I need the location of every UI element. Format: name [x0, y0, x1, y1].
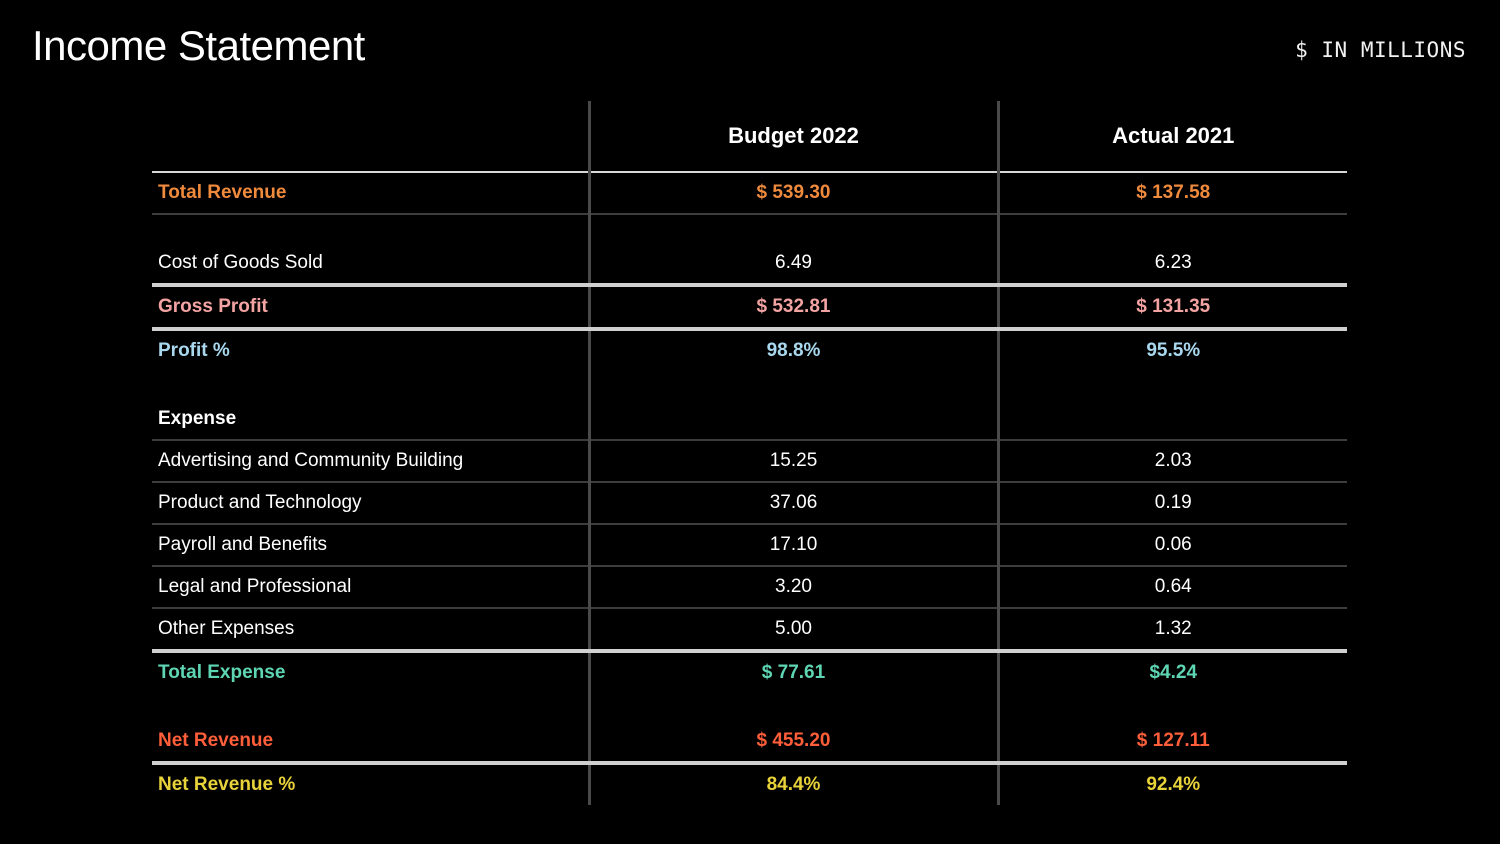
- budget-value: $ 532.81: [587, 285, 998, 331]
- row-payroll: Payroll and Benefits 17.10 0.06: [152, 524, 1347, 567]
- income-statement-table: Budget 2022 Actual 2021 Total Revenue $ …: [152, 101, 1347, 805]
- row-total-expense: Total Expense $ 77.61 $4.24: [152, 651, 1347, 693]
- row-label: Total Expense: [158, 662, 286, 683]
- spacer-row: [152, 693, 1347, 721]
- row-total-revenue: Total Revenue $ 539.30 $ 137.58: [152, 172, 1347, 215]
- row-label: Cost of Goods Sold: [152, 243, 589, 287]
- column-header-actual: Actual 2021: [996, 101, 1347, 173]
- row-net-revenue-pct: Net Revenue % 84.4% 92.4%: [152, 763, 1347, 805]
- row-gross-profit: Gross Profit $ 532.81 $ 131.35: [152, 285, 1347, 331]
- page-title: Income Statement: [32, 22, 365, 69]
- budget-value: 84.4%: [587, 763, 998, 805]
- row-profit-pct: Profit % 98.8% 95.5%: [152, 329, 1347, 371]
- actual-value: 0.06: [996, 524, 1347, 567]
- row-product-tech: Product and Technology 37.06 0.19: [152, 482, 1347, 525]
- budget-value: 3.20: [587, 566, 998, 609]
- row-label: Advertising and Community Building: [152, 440, 589, 483]
- row-legal: Legal and Professional 3.20 0.64: [152, 566, 1347, 609]
- row-label: Other Expenses: [152, 608, 589, 653]
- row-label: Profit %: [158, 340, 230, 361]
- row-other: Other Expenses 5.00 1.32: [152, 608, 1347, 653]
- spacer-row: [152, 214, 1347, 243]
- row-label: Gross Profit: [152, 285, 589, 331]
- row-advertising: Advertising and Community Building 15.25…: [152, 440, 1347, 483]
- budget-value: 37.06: [587, 482, 998, 525]
- row-net-revenue: Net Revenue $ 455.20 $ 127.11: [152, 721, 1347, 765]
- actual-value: $ 127.11: [996, 721, 1347, 765]
- budget-value: 5.00: [587, 608, 998, 653]
- actual-value: 95.5%: [996, 329, 1347, 371]
- budget-value: 98.8%: [587, 329, 998, 371]
- budget-value: 6.49: [587, 243, 998, 287]
- row-label: Product and Technology: [152, 482, 589, 525]
- actual-value: 1.32: [996, 608, 1347, 653]
- actual-value: 0.19: [996, 482, 1347, 525]
- budget-value: 15.25: [587, 440, 998, 483]
- income-statement-table-wrap: Budget 2022 Actual 2021 Total Revenue $ …: [152, 101, 1347, 805]
- row-expense-header: Expense: [152, 399, 1347, 441]
- row-label: Net Revenue %: [158, 774, 296, 795]
- actual-value: $4.24: [996, 651, 1347, 693]
- actual-value: 6.23: [996, 243, 1347, 287]
- table-header-row: Budget 2022 Actual 2021: [152, 101, 1347, 173]
- actual-value: 0.64: [996, 566, 1347, 609]
- row-label: Legal and Professional: [152, 566, 589, 609]
- budget-value: $ 539.30: [587, 172, 998, 215]
- budget-value: 17.10: [587, 524, 998, 567]
- column-header-budget: Budget 2022: [587, 101, 998, 173]
- budget-value: $ 77.61: [587, 651, 998, 693]
- row-label: Payroll and Benefits: [152, 524, 589, 567]
- actual-value: $ 131.35: [996, 285, 1347, 331]
- actual-value: $ 137.58: [996, 172, 1347, 215]
- spacer-row: [152, 371, 1347, 399]
- unit-label: $ IN MILLIONS: [1295, 38, 1466, 62]
- budget-value: $ 455.20: [587, 721, 998, 765]
- header-blank-cell: [152, 101, 589, 173]
- row-label: Total Revenue: [152, 172, 589, 215]
- actual-value: 2.03: [996, 440, 1347, 483]
- row-label: Net Revenue: [152, 721, 589, 765]
- actual-value: 92.4%: [996, 763, 1347, 805]
- section-header-expense: Expense: [152, 399, 589, 441]
- row-cogs: Cost of Goods Sold 6.49 6.23: [152, 243, 1347, 287]
